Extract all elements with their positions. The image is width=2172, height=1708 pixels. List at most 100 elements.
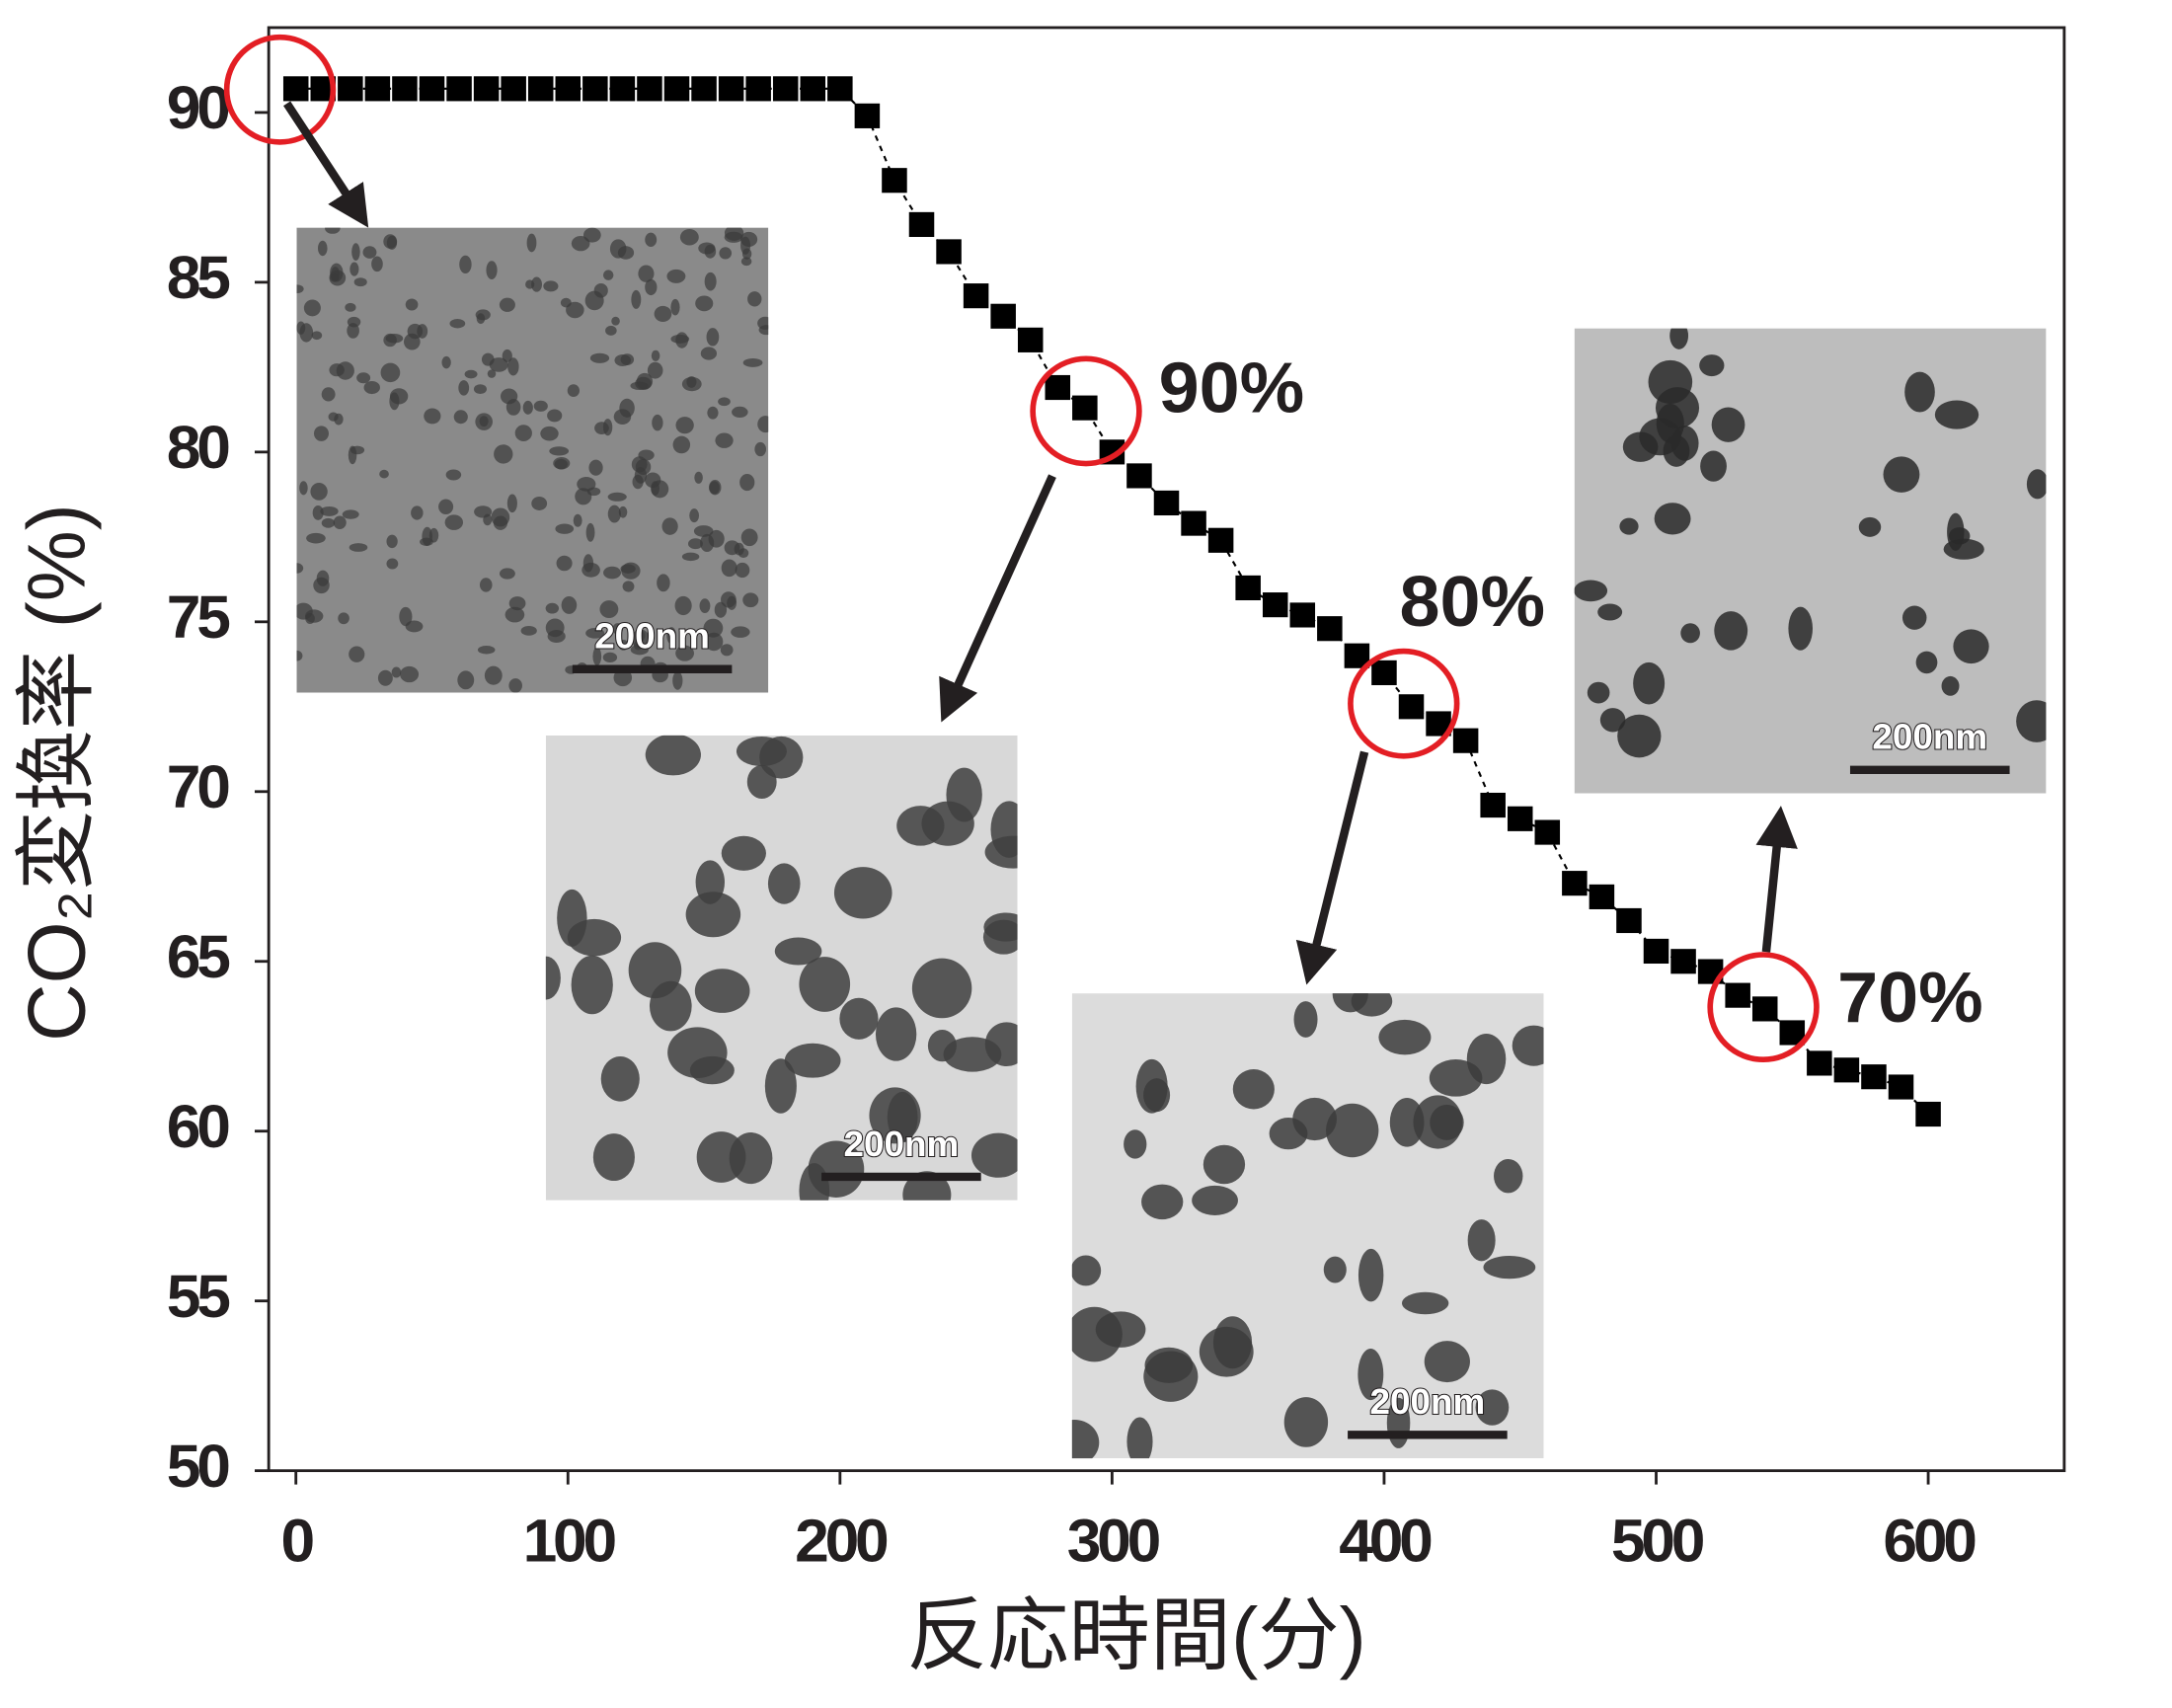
sem-pore bbox=[667, 1027, 728, 1078]
data-point bbox=[718, 76, 744, 102]
sem-pore bbox=[699, 598, 711, 613]
data-point bbox=[1507, 806, 1533, 831]
data-point bbox=[882, 168, 907, 194]
sem-pore bbox=[833, 867, 892, 919]
sem-pore bbox=[706, 328, 720, 347]
sem-pore bbox=[600, 1056, 640, 1102]
sem-pore bbox=[351, 243, 360, 262]
data-point bbox=[1126, 463, 1152, 489]
sem-pore bbox=[946, 767, 982, 822]
sem-pore bbox=[428, 527, 439, 543]
sem-pore bbox=[619, 398, 635, 418]
sem-pore bbox=[731, 626, 750, 638]
y-tick-label: 80 bbox=[167, 414, 229, 482]
sem-pore bbox=[735, 562, 750, 579]
sem-pore bbox=[613, 668, 633, 687]
data-point bbox=[908, 211, 935, 238]
sem-pore bbox=[1700, 450, 1727, 482]
sem-pore bbox=[349, 646, 365, 662]
sem-pore bbox=[911, 958, 972, 1019]
sem-pore bbox=[1413, 1095, 1463, 1149]
arrow bbox=[1295, 750, 1369, 985]
sem-pore bbox=[1587, 681, 1610, 704]
sem-pore bbox=[363, 380, 380, 395]
sem-pore bbox=[571, 235, 590, 252]
sem-pore bbox=[438, 499, 454, 514]
sem-bg bbox=[296, 227, 769, 693]
sem-pore bbox=[1269, 1117, 1308, 1150]
sem-pore bbox=[612, 623, 624, 635]
sem-pore bbox=[1378, 1019, 1432, 1055]
sem-pore bbox=[689, 508, 700, 523]
sem-pore bbox=[774, 937, 822, 966]
sem-pore bbox=[982, 919, 1018, 955]
sem-pore bbox=[1617, 714, 1662, 758]
sem-pore bbox=[484, 665, 503, 685]
x-tick-label: 0 bbox=[281, 1508, 313, 1576]
x-tick-label: 600 bbox=[1883, 1508, 1975, 1576]
data-point bbox=[1072, 395, 1098, 421]
sem-pore bbox=[970, 1132, 1018, 1178]
sem-pore bbox=[459, 255, 472, 274]
y-tick-label: 65 bbox=[167, 923, 230, 991]
sem-pore bbox=[1095, 1311, 1146, 1348]
sem-pore bbox=[334, 413, 344, 426]
sem-pore bbox=[566, 301, 584, 319]
sem-pore bbox=[585, 628, 605, 639]
data-point bbox=[555, 76, 582, 102]
data-point bbox=[419, 76, 445, 102]
sem-pore bbox=[313, 426, 329, 441]
sem-pore bbox=[732, 406, 748, 418]
sem-pore bbox=[329, 363, 345, 377]
data-point bbox=[609, 76, 636, 102]
data-point bbox=[827, 76, 853, 102]
sem-pore bbox=[386, 235, 398, 250]
sem-pore bbox=[585, 522, 595, 542]
sem-pore bbox=[362, 246, 377, 259]
sem-pore bbox=[1574, 580, 1608, 602]
sem-pore bbox=[567, 918, 622, 957]
sem-pore bbox=[549, 446, 570, 456]
sem-pore bbox=[507, 357, 519, 376]
sem-pore bbox=[605, 325, 617, 336]
sem-pore bbox=[500, 388, 518, 405]
sem-pore bbox=[631, 456, 648, 473]
sem-pore bbox=[400, 665, 420, 683]
sem-pore bbox=[573, 513, 582, 527]
sem-pore bbox=[1144, 1347, 1194, 1383]
sem-pore bbox=[481, 352, 495, 366]
data-point bbox=[473, 76, 500, 102]
sem-pore bbox=[296, 284, 304, 293]
sem-pore bbox=[2016, 700, 2047, 742]
y-axis-title: CO₂変換率 (%) bbox=[12, 504, 103, 1042]
sem-pore bbox=[525, 279, 535, 289]
sem-pore bbox=[721, 835, 766, 871]
sem-pore bbox=[630, 644, 649, 656]
sem-pore bbox=[316, 570, 330, 586]
sem-pore bbox=[672, 671, 683, 690]
sem-pore bbox=[1475, 1389, 1510, 1426]
sem-pore bbox=[1326, 1103, 1379, 1158]
x-axis-title: 反応時間(分) bbox=[906, 1592, 1366, 1680]
sem-pore bbox=[674, 595, 692, 616]
sem-pore bbox=[632, 474, 644, 490]
data-point bbox=[282, 76, 309, 102]
sem-pore bbox=[531, 496, 548, 510]
data-point bbox=[1562, 871, 1588, 896]
sem-pore bbox=[389, 388, 409, 405]
sem-pore bbox=[1202, 1144, 1246, 1185]
sem-pore bbox=[887, 1091, 918, 1143]
data-point bbox=[1153, 490, 1180, 516]
sem-pore bbox=[494, 444, 513, 464]
sem-pore bbox=[325, 227, 341, 234]
data-point bbox=[691, 76, 717, 102]
sem-pore bbox=[422, 526, 433, 547]
sem-pore bbox=[444, 514, 464, 530]
sem-pore bbox=[475, 413, 493, 430]
x-tick-label: 500 bbox=[1611, 1508, 1703, 1576]
sem-pore bbox=[1858, 516, 1882, 537]
data-point bbox=[1807, 1050, 1832, 1076]
data-point bbox=[392, 76, 418, 102]
sem-pore bbox=[589, 352, 610, 363]
annotation: 80% bbox=[1399, 562, 1545, 642]
